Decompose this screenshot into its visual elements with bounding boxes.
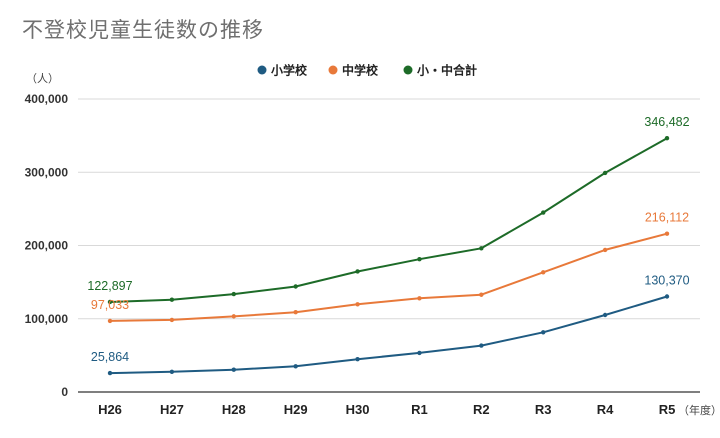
y-tick-label: 0 <box>61 385 68 399</box>
data-labels: 25,864 130,370 97,033 216,112 122,897 346,482 <box>87 115 689 364</box>
data-label: 122,897 <box>87 279 132 293</box>
series-line <box>109 295 668 375</box>
x-tick-label: H26 <box>98 402 122 417</box>
y-tick-label: 300,000 <box>25 165 69 179</box>
data-point <box>602 170 608 176</box>
data-point <box>602 312 608 318</box>
data-point <box>541 330 546 335</box>
data-point <box>169 317 175 323</box>
series-line <box>109 232 668 322</box>
y-tick-label: 100,000 <box>25 312 69 326</box>
data-point <box>417 257 422 262</box>
x-tick-label: R1 <box>411 402 428 417</box>
y-tick-label: 200,000 <box>25 239 69 253</box>
x-tick-label: H30 <box>346 402 370 417</box>
x-tick-label: R2 <box>473 402 490 417</box>
x-tick-label: R4 <box>597 402 614 417</box>
x-tick-label: H27 <box>160 402 184 417</box>
data-point <box>231 367 236 372</box>
y-axis-unit: （人） <box>26 72 59 85</box>
data-point <box>479 246 484 251</box>
data-point <box>417 350 422 356</box>
data-point <box>169 297 175 302</box>
data-point <box>664 231 670 236</box>
data-point <box>664 294 670 299</box>
data-point <box>541 210 546 215</box>
data-label: 97,033 <box>91 298 129 312</box>
data-point <box>417 296 422 301</box>
data-point <box>293 364 298 369</box>
y-tick-labels: 0 100,000 200,000 300,000 400,000 <box>25 92 69 399</box>
chart-title: 不登校児童生徒数の推移 <box>22 18 264 42</box>
data-point <box>107 370 113 376</box>
data-point <box>231 314 236 319</box>
legend-marker <box>328 65 338 75</box>
data-label: 216,112 <box>645 211 689 225</box>
data-point <box>293 284 298 289</box>
x-tick-label: R3 <box>535 402 552 417</box>
series-lines <box>107 136 670 376</box>
data-point <box>355 302 360 307</box>
data-point <box>107 299 113 305</box>
data-point <box>355 269 360 274</box>
data-point <box>479 343 484 348</box>
data-label: 25,864 <box>91 350 129 364</box>
x-tick-labels: H26 H27 H28 H29 H30 R1 R2 R3 R4 R5 <box>98 402 675 417</box>
x-axis-unit: （年度） <box>678 403 720 417</box>
data-point <box>169 369 175 374</box>
grid-lines <box>78 98 700 393</box>
data-label: 346,482 <box>644 115 689 129</box>
data-point <box>602 247 608 253</box>
data-point <box>107 318 113 324</box>
data-point <box>293 309 298 315</box>
legend-label: 小学校 <box>271 63 308 78</box>
data-point <box>541 270 546 275</box>
data-point <box>479 292 484 297</box>
x-tick-label: H28 <box>222 402 246 417</box>
legend-label: 小・中合計 <box>417 63 477 78</box>
x-tick-label: H29 <box>284 402 308 417</box>
data-point <box>664 136 670 141</box>
series-line <box>109 137 668 303</box>
x-tick-label: R5 <box>659 402 676 417</box>
legend-marker <box>403 65 413 75</box>
legend-label: 中学校 <box>342 63 379 78</box>
data-point <box>355 356 360 362</box>
legend: 小学校 中学校 小・中合計 <box>257 63 477 78</box>
legend-marker <box>257 65 267 75</box>
y-tick-label: 400,000 <box>25 92 69 106</box>
data-label: 130,370 <box>644 274 689 288</box>
data-point <box>231 291 236 297</box>
